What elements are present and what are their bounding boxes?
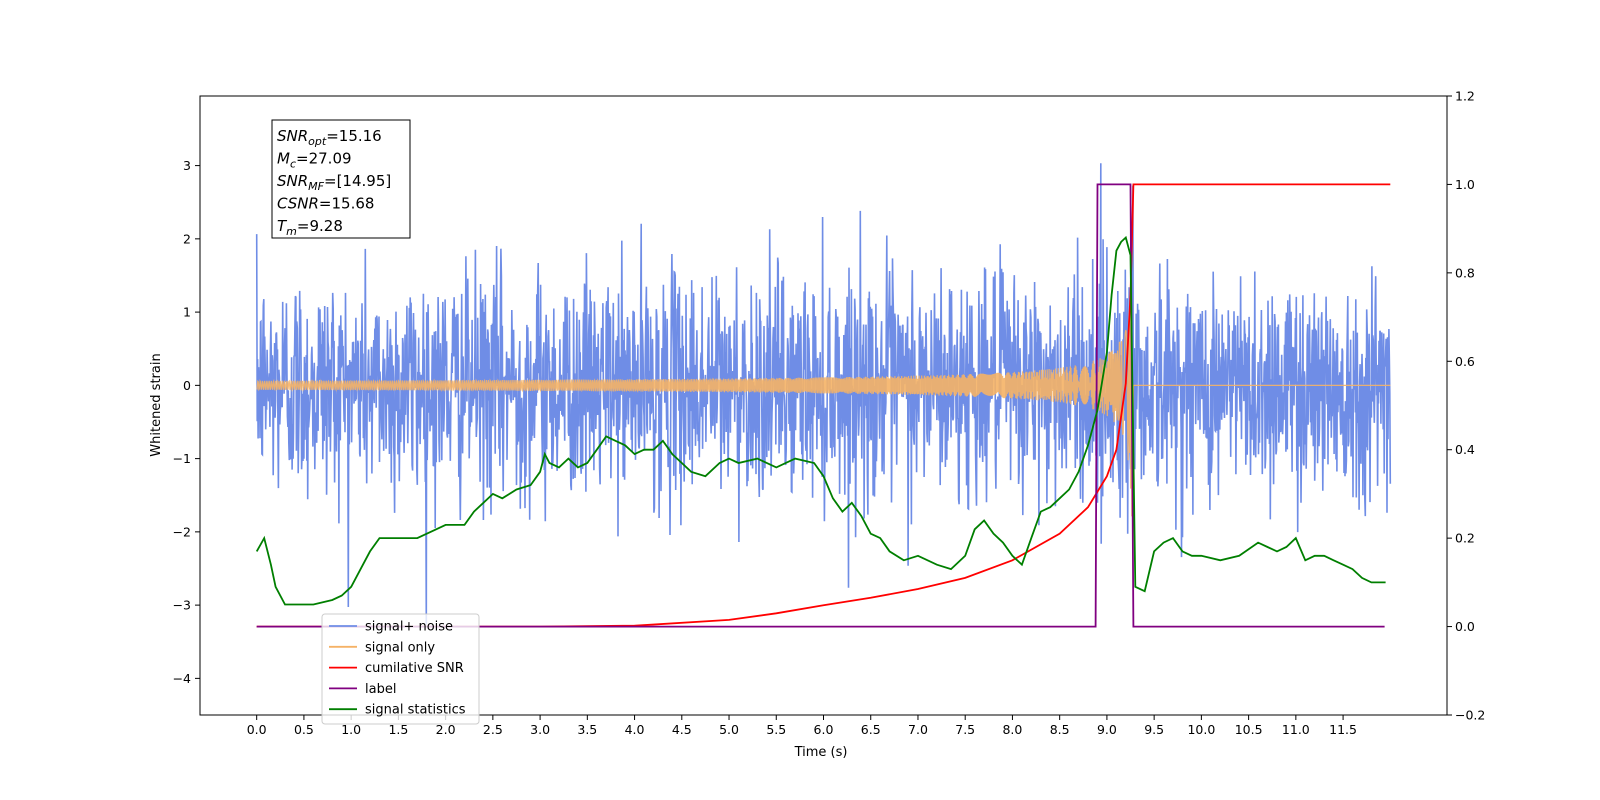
legend-entry: cumilative SNR: [365, 661, 464, 676]
x-tick-label: 8.0: [1002, 722, 1022, 737]
series-signal-statistics: [255, 235, 1386, 606]
x-tick-label: 2.5: [483, 722, 503, 737]
y-tick-label: 2: [183, 231, 191, 246]
x-tick-label: 0.5: [294, 722, 314, 737]
x-tick-label: 4.0: [625, 722, 645, 737]
legend: signal+ noise signal only cumilative SNR la…: [321, 613, 480, 725]
y-axis-left: −4 −3 −2 −1 0 1 2 3: [173, 158, 200, 686]
y-tick-label: −2: [173, 524, 191, 539]
x-tick-label: 1.5: [388, 722, 408, 737]
series-signal-only: [256, 283, 1391, 517]
series-label: [256, 183, 1385, 628]
x-tick-label: 10.5: [1235, 722, 1263, 737]
y2-tick-label: 0.2: [1455, 531, 1475, 546]
y-tick-label: −1: [173, 451, 191, 466]
annotation-line: SNRopt=15.16: [277, 127, 382, 148]
x-tick-label: 7.5: [955, 722, 975, 737]
y-axis-label: Whitened strain: [149, 353, 164, 456]
annotation-line: Mc=27.09: [277, 150, 352, 171]
x-tick-label: 6.5: [861, 722, 881, 737]
legend-entry: label: [365, 682, 396, 697]
annotation-line: Tm=9.28: [277, 217, 343, 238]
y2-tick-label: 1.2: [1455, 89, 1475, 104]
y2-tick-label: 1.0: [1455, 177, 1475, 192]
annotation-line: CSNR=15.68: [277, 195, 374, 213]
legend-frame: [321, 613, 480, 725]
x-tick-label: 7.0: [908, 722, 928, 737]
x-tick-label: 8.5: [1050, 722, 1070, 737]
annotation-line: SNRMF=[14.95]: [277, 172, 391, 193]
y2-tick-label: 0.6: [1455, 354, 1475, 369]
y2-tick-label: −0.2: [1455, 708, 1485, 723]
series-layer: [255, 163, 1392, 628]
x-tick-label: 11.0: [1282, 722, 1310, 737]
x-axis: 0.0 0.5 1.0 1.5 2.0 2.5 3.0 3.5 4.0 4.5 5.0 5.5 6.0 6…: [247, 715, 1357, 737]
legend-entry: signal+ noise: [365, 620, 453, 635]
x-tick-label: 5.0: [719, 722, 739, 737]
y-tick-label: 1: [183, 305, 191, 320]
y-tick-label: −3: [173, 598, 191, 613]
y2-tick-label: 0.0: [1455, 619, 1475, 634]
x-axis-label: Time (s): [794, 745, 848, 760]
y-tick-label: 3: [183, 158, 191, 173]
x-tick-label: 3.0: [530, 722, 550, 737]
x-tick-label: 9.5: [1144, 722, 1164, 737]
x-tick-label: 6.0: [814, 722, 834, 737]
legend-entry: signal only: [365, 640, 435, 655]
x-tick-label: 2.0: [436, 722, 456, 737]
x-tick-label: 0.0: [247, 722, 267, 737]
x-tick-label: 1.0: [341, 722, 361, 737]
y2-tick-label: 0.4: [1455, 442, 1475, 457]
x-tick-label: 5.5: [766, 722, 786, 737]
series-cumilative-snr: [256, 183, 1391, 628]
x-tick-label: 10.0: [1187, 722, 1215, 737]
x-tick-label: 9.0: [1097, 722, 1117, 737]
x-tick-label: 3.5: [577, 722, 597, 737]
x-tick-label: 4.5: [672, 722, 692, 737]
y-tick-label: 0: [183, 378, 191, 393]
series-signal-noise: [255, 163, 1392, 625]
y-axis-right: −0.2 0.0 0.2 0.4 0.6 0.8 1.0 1.2: [1447, 89, 1485, 723]
y2-tick-label: 0.8: [1455, 265, 1475, 280]
x-tick-label: 11.5: [1329, 722, 1357, 737]
legend-entry: signal statistics: [365, 703, 466, 718]
y-tick-label: −4: [173, 671, 191, 686]
annotation-frame: [271, 119, 411, 239]
